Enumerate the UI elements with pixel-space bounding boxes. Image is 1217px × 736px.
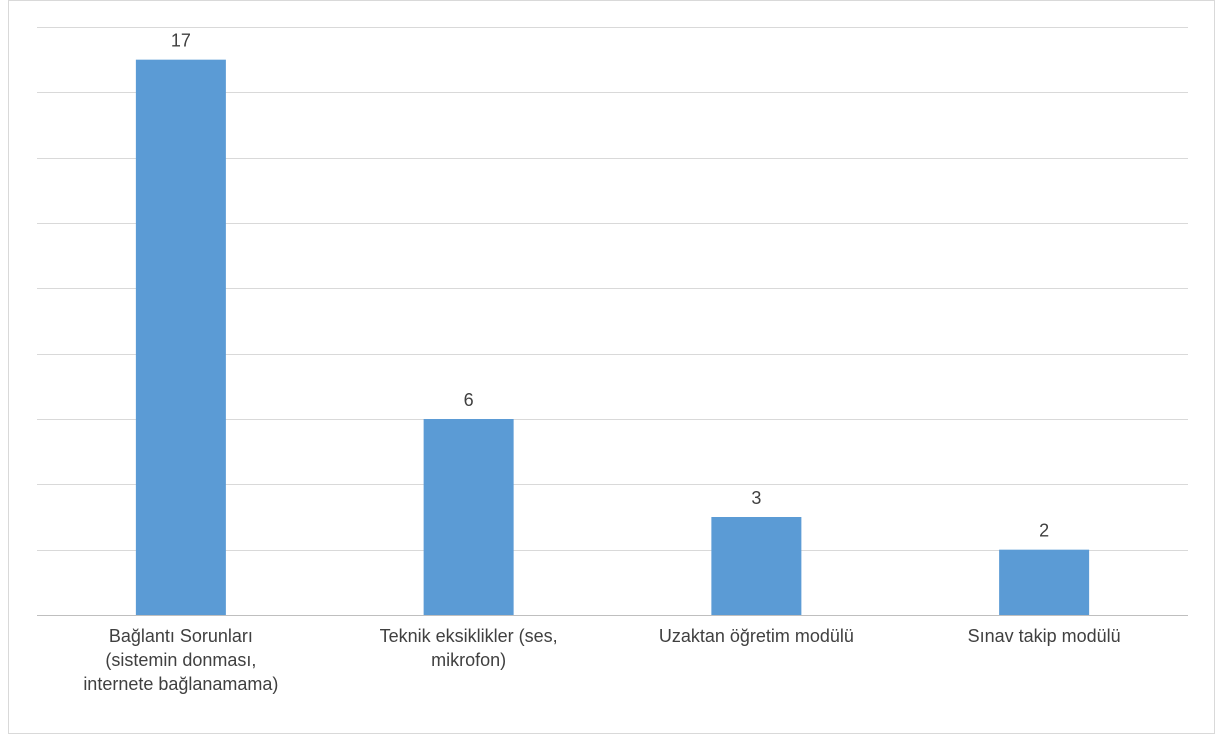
data-label: 17 xyxy=(171,31,191,51)
bar xyxy=(711,517,802,615)
data-label: 2 xyxy=(1039,521,1049,541)
bar xyxy=(999,549,1090,615)
data-label: 3 xyxy=(751,488,761,508)
category-label: Uzaktan öğretim modülü xyxy=(626,624,886,648)
category-label-line: Teknik eksiklikler (ses, xyxy=(379,626,558,646)
category-label-line: Bağlantı Sorunları xyxy=(108,626,253,646)
category-label-line: internete bağlanamama) xyxy=(83,674,279,694)
category-label-line: Uzaktan öğretim modülü xyxy=(658,626,854,646)
category-label: Bağlantı Sorunları (sistemin donması, inte… xyxy=(51,624,311,696)
data-label: 6 xyxy=(464,390,474,410)
category-label: Teknik eksiklikler (ses, mikrofon) xyxy=(339,624,599,672)
category-label-line: mikrofon) xyxy=(431,650,507,670)
category-label-line: (sistemin donması, xyxy=(105,650,257,670)
category-label-line: Sınav takip modülü xyxy=(967,626,1121,646)
category-label: Sınav takip modülü xyxy=(914,624,1174,648)
bar xyxy=(135,59,226,615)
bar xyxy=(423,419,514,615)
